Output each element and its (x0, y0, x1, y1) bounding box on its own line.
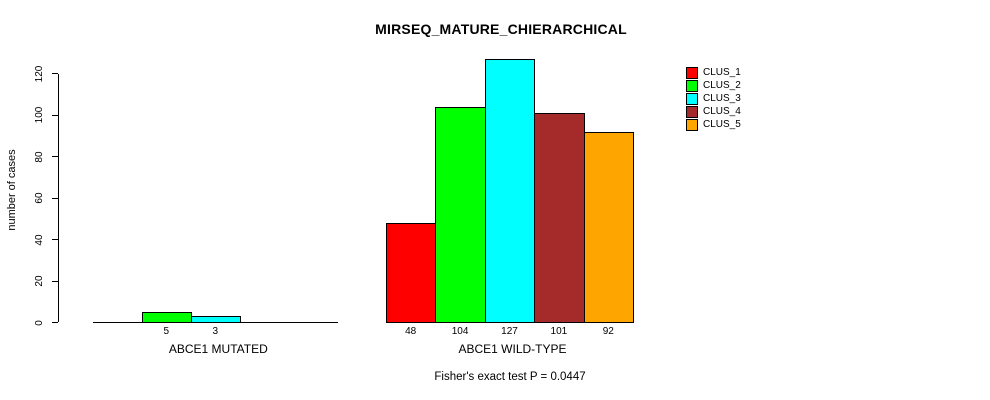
y-axis-tick-label: 20 (34, 275, 45, 287)
legend-swatch-clus_1 (686, 66, 698, 79)
group-label-abce1-mutated: ABCE1 MUTATED (168, 342, 268, 356)
bar-value-label: 3 (212, 326, 219, 337)
bar-value-label: 104 (451, 326, 469, 337)
y-axis-tick-label: 100 (34, 106, 45, 124)
legend-swatch-clus_4 (686, 105, 698, 118)
legend-item-clus_4: CLUS_4 (686, 105, 741, 118)
fisher-test-annotation: Fisher's exact test P = 0.0447 (434, 371, 586, 383)
legend-swatch-clus_2 (686, 79, 698, 92)
legend-label-clus_1: CLUS_1 (703, 67, 741, 78)
bar-value-label: 127 (501, 326, 518, 337)
bar-clus_1-abce1-wild-type (386, 223, 437, 323)
bar-clus_3-abce1-wild-type (484, 59, 536, 323)
y-axis-tick (52, 280, 58, 282)
y-axis-tick-label: 40 (34, 234, 45, 246)
bar-clus_2-abce1-mutated (141, 312, 192, 323)
y-axis-tick (52, 322, 58, 324)
legend-item-clus_5: CLUS_5 (686, 118, 741, 131)
legend-label-clus_5: CLUS_5 (703, 119, 741, 130)
y-axis-tick (52, 239, 58, 241)
legend-swatch-clus_5 (686, 118, 698, 131)
bar-value-label: 48 (405, 326, 417, 337)
legend-label-clus_3: CLUS_3 (703, 93, 741, 104)
legend-label-clus_2: CLUS_2 (703, 80, 741, 91)
bar-clus_2-abce1-wild-type (435, 107, 486, 323)
bar-clus_5-abce1-wild-type (583, 131, 634, 323)
y-axis-tick (52, 73, 58, 75)
legend-item-clus_3: CLUS_3 (686, 92, 741, 105)
bar-value-label: 101 (550, 326, 568, 337)
y-axis-tick (52, 114, 58, 116)
bar-clus_4-abce1-wild-type (534, 113, 585, 323)
bar-value-label: 92 (602, 326, 614, 337)
legend-item-clus_1: CLUS_1 (686, 66, 741, 79)
legend-swatch-clus_3 (686, 92, 698, 105)
legend-item-clus_2: CLUS_2 (686, 79, 741, 92)
y-axis-tick-label: 60 (34, 192, 45, 204)
y-axis-tick-label: 80 (34, 151, 45, 163)
y-axis-tick (52, 197, 58, 199)
chart-title: MIRSEQ_MATURE_CHIERARCHICAL (375, 21, 627, 37)
y-axis-line (58, 73, 60, 323)
y-axis-tick-label: 120 (34, 65, 45, 83)
group-label-abce1-wild-type: ABCE1 WILD-TYPE (458, 342, 567, 356)
chart-legend: CLUS_1 CLUS_2 CLUS_3 CLUS_4 CLUS_5 (686, 66, 741, 131)
y-axis-tick (52, 156, 58, 158)
bar-value-label: 5 (163, 326, 170, 337)
legend-label-clus_4: CLUS_4 (703, 106, 741, 117)
y-axis-tick-label: 0 (34, 319, 45, 326)
bar-clus_3-abce1-mutated (190, 316, 241, 323)
